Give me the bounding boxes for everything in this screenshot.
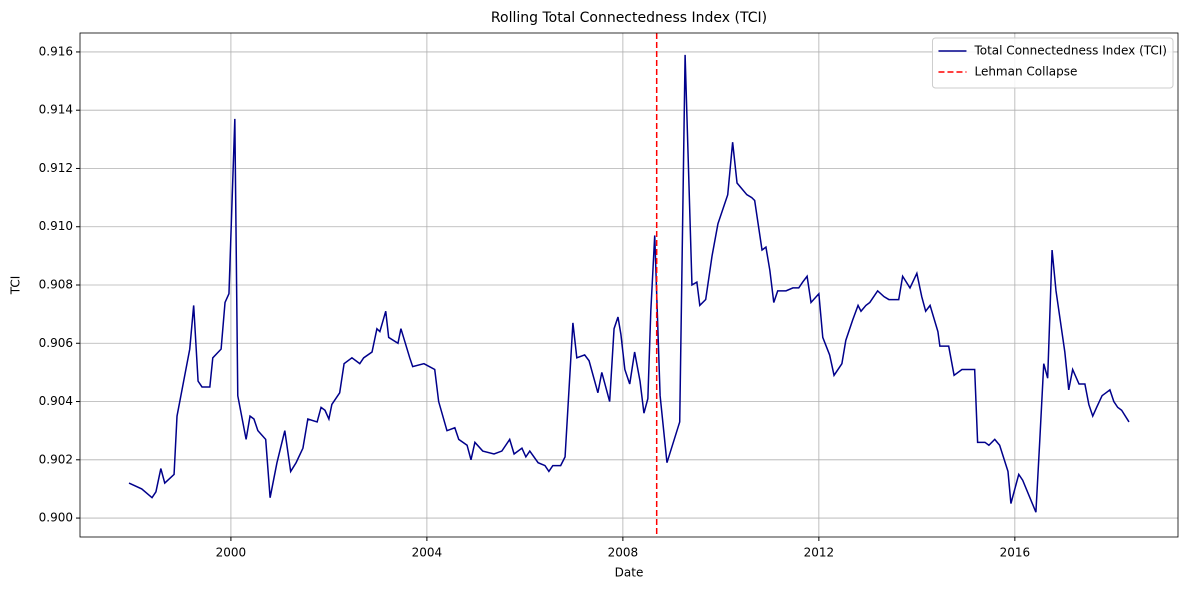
- legend-label: Total Connectedness Index (TCI): [973, 44, 1167, 58]
- y-tick-label: 0.906: [39, 336, 73, 350]
- y-tick-label: 0.910: [39, 219, 73, 233]
- legend: Total Connectedness Index (TCI) Lehman Co…: [931, 37, 1174, 89]
- x-tick-label: 2000: [216, 546, 247, 560]
- x-tick-label: 2008: [608, 546, 639, 560]
- x-tick-label: 2004: [412, 546, 443, 560]
- legend-box: [931, 37, 1174, 89]
- plot-frame: [79, 32, 1179, 538]
- y-tick-label: 0.914: [39, 103, 73, 117]
- x-tick-label: 2016: [1000, 546, 1031, 560]
- data-line: [128, 54, 1130, 513]
- y-tick-label: 0.908: [39, 278, 73, 292]
- chart-title: Rolling Total Connectedness Index (TCI): [491, 10, 767, 26]
- y-tick-label: 0.904: [39, 394, 73, 408]
- x-tick-label: 2012: [804, 546, 835, 560]
- y-tick-label: 0.916: [39, 44, 73, 58]
- x-axis-label: Date: [615, 566, 644, 580]
- y-axis-label: TCI: [9, 276, 23, 296]
- legend-label: Lehman Collapse: [974, 65, 1077, 79]
- y-tick-label: 0.912: [39, 161, 73, 175]
- y-tick-label: 0.902: [39, 452, 73, 466]
- y-tick-label: 0.900: [39, 511, 73, 525]
